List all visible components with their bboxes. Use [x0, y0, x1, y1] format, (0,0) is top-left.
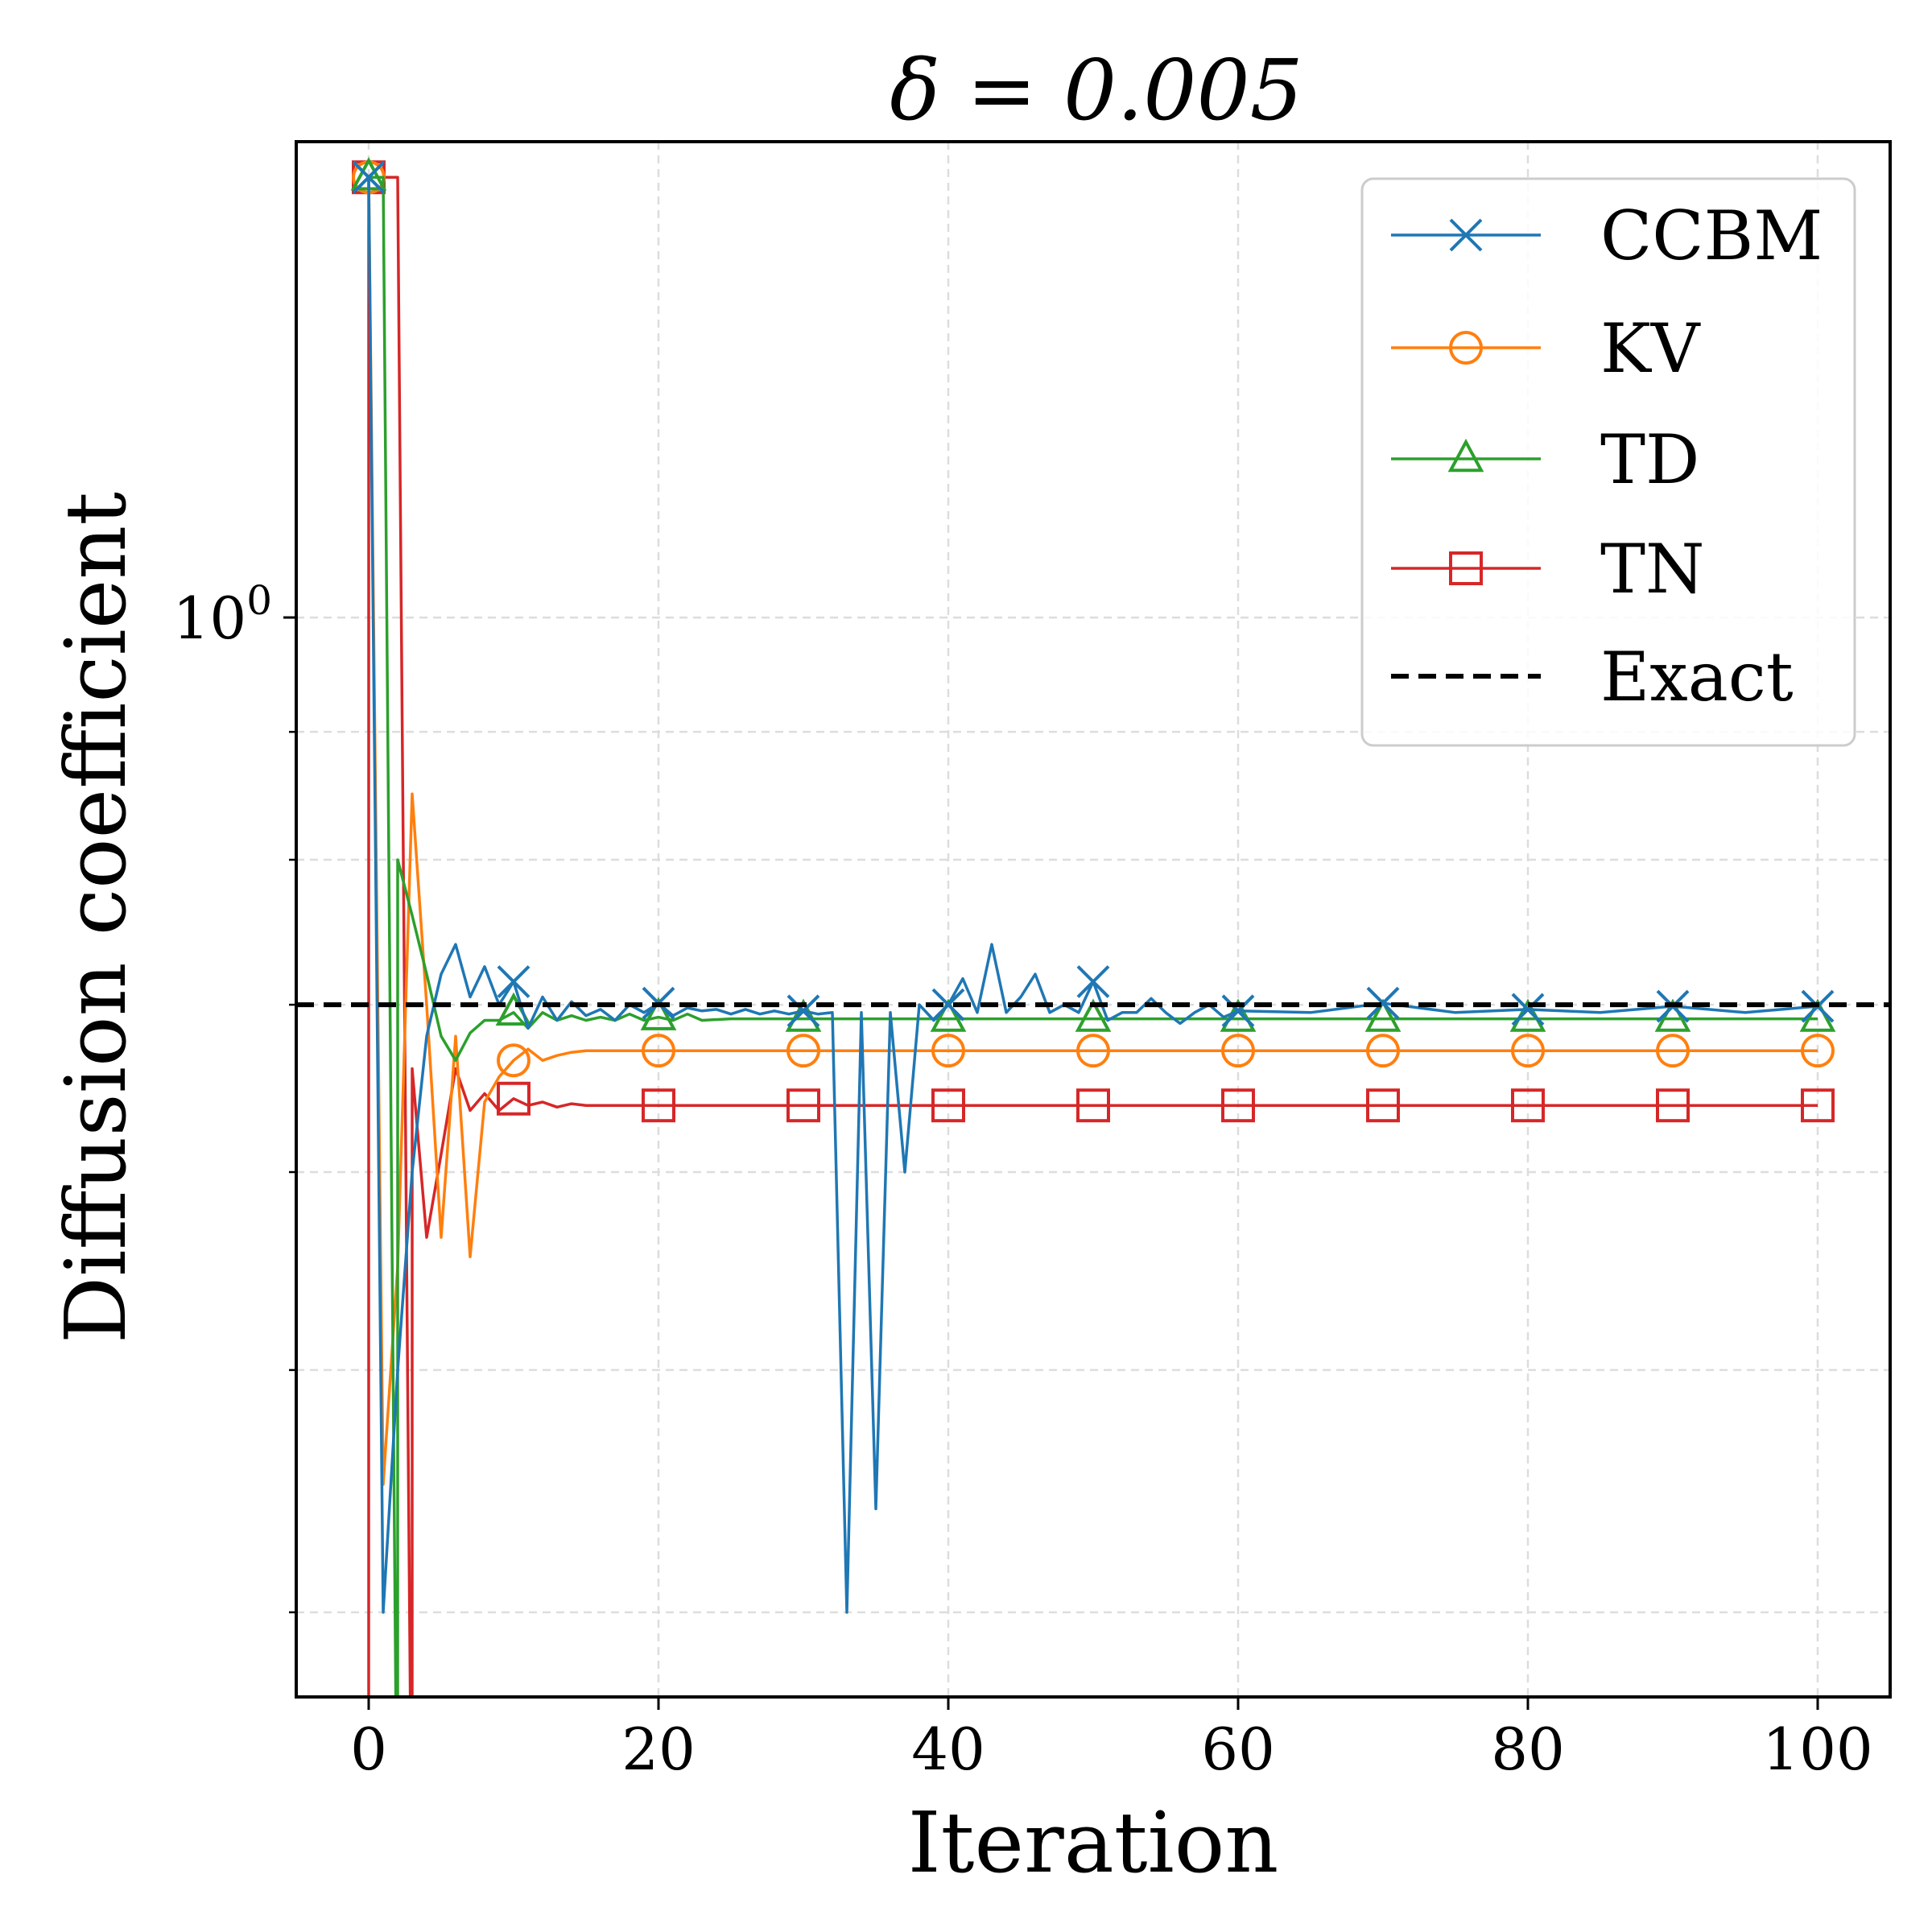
series-marker-tn [642, 1088, 675, 1123]
plot-area [296, 157, 1890, 1697]
series-marker-ccbm [1076, 965, 1110, 998]
legend: CCBM KV TD TN Exact [1360, 177, 1856, 747]
series-marker-ccbm [1366, 986, 1400, 1020]
series-marker-kv [931, 1034, 965, 1068]
x-tick-label: 40 [911, 1715, 985, 1783]
y-tick-label: 100 [173, 577, 272, 652]
x-tick-label: 100 [1762, 1715, 1872, 1783]
series-marker-kv [1221, 1034, 1255, 1068]
series-marker-tn [1511, 1088, 1545, 1123]
x-tick-label: 80 [1491, 1715, 1565, 1783]
series-marker-ccbm [1511, 993, 1545, 1026]
legend-box [1360, 177, 1856, 747]
series-line-kv [367, 177, 1818, 1486]
series-marker-tn [1076, 1088, 1110, 1123]
series-marker-kv [1656, 1034, 1690, 1068]
ticks: 0 20 40 60 80 100 100 [173, 577, 1873, 1783]
series-line-ccbm [367, 177, 1818, 1614]
series-marker-tn [1801, 1088, 1835, 1123]
x-axis-label: Iteration [908, 1794, 1279, 1892]
legend-marker-tn [1449, 551, 1483, 585]
series-marker-tn [786, 1088, 820, 1123]
series-marker-kv [642, 1034, 675, 1068]
series-marker-ccbm [497, 965, 530, 998]
series-marker-td [1220, 998, 1257, 1032]
series-marker-tn [1366, 1088, 1400, 1123]
series-marker-td [1364, 998, 1402, 1032]
x-tick-label: 60 [1201, 1715, 1275, 1783]
series-marker-td [930, 998, 967, 1032]
legend-label-tn: TN [1600, 530, 1705, 609]
series-marker-ccbm [786, 994, 820, 1028]
series-marker-kv [1801, 1034, 1835, 1068]
series-marker-ccbm [931, 988, 965, 1022]
series-marker-tn [1221, 1088, 1255, 1123]
y-axis-label: Diffusion coefficient [47, 492, 145, 1344]
series-marker-kv [786, 1034, 820, 1068]
legend-label-exact: Exact [1600, 638, 1794, 716]
axes-frame [295, 140, 1892, 1699]
series-marker-kv [497, 1043, 530, 1078]
series-marker-kv [1076, 1034, 1110, 1068]
legend-label-td: TD [1600, 420, 1699, 499]
series-marker-td [1075, 998, 1112, 1032]
legend-label-kv: KV [1600, 309, 1701, 388]
legend-label-ccbm: CCBM [1600, 196, 1823, 275]
x-tick-label: 0 [350, 1715, 387, 1783]
series-marker-ccbm [1221, 994, 1255, 1028]
series-marker-kv [1511, 1034, 1545, 1068]
series-marker-ccbm [352, 160, 386, 194]
legend-marker-ccbm [1449, 218, 1483, 252]
series-marker-tn [1656, 1088, 1690, 1123]
series-marker-td [640, 997, 677, 1030]
chart-title: δ = 0.005 [890, 41, 1303, 139]
legend-marker-td [1447, 438, 1484, 473]
series-marker-tn [497, 1081, 530, 1116]
x-tick-label: 20 [621, 1715, 696, 1783]
legend-marker-kv [1449, 331, 1483, 365]
series-marker-tn [931, 1088, 965, 1123]
series-marker-td [785, 998, 822, 1032]
series-marker-kv [1366, 1034, 1400, 1068]
